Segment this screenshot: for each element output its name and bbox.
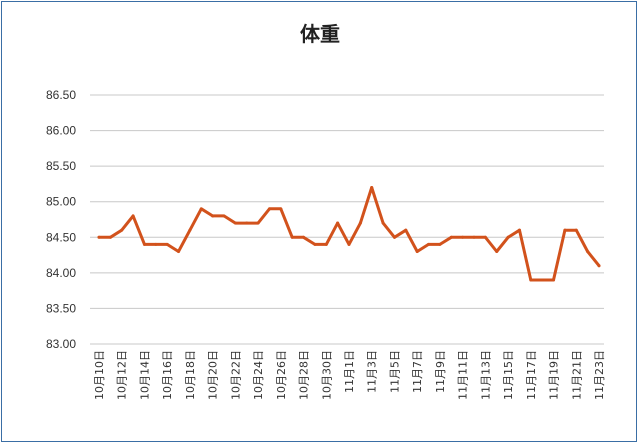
data-point <box>302 235 306 239</box>
data-point <box>233 221 237 225</box>
x-tick-label: 11月5日 <box>388 350 401 393</box>
data-series <box>97 185 601 282</box>
data-point <box>131 214 135 218</box>
data-point <box>177 250 181 254</box>
x-axis-tick-labels: 10月10日 10月12日 10月14日 10月16日 10月18日 10月20日 10月2… <box>93 350 606 400</box>
data-point <box>404 228 408 232</box>
gridlines <box>90 94 604 345</box>
data-point <box>540 278 544 282</box>
data-point <box>586 250 590 254</box>
data-point <box>188 228 192 232</box>
data-point <box>461 235 465 239</box>
data-point <box>370 185 374 189</box>
y-tick-label: 84.00 <box>46 266 76 280</box>
data-point <box>347 242 351 246</box>
data-point <box>97 235 101 239</box>
data-point <box>108 235 112 239</box>
x-tick-label: 11月19日 <box>548 350 561 400</box>
x-tick-label: 10月10日 <box>93 350 106 400</box>
data-point <box>313 242 317 246</box>
data-point <box>438 242 442 246</box>
y-tick-label: 83.00 <box>46 337 76 351</box>
data-point <box>415 250 419 254</box>
data-point <box>120 228 124 232</box>
x-tick-label: 10月22日 <box>229 350 242 400</box>
data-point <box>597 264 601 268</box>
x-tick-label: 11月23日 <box>593 350 606 400</box>
x-tick-label: 11月11日 <box>457 350 470 400</box>
data-point <box>211 214 215 218</box>
data-point <box>245 221 249 225</box>
y-tick-label: 85.50 <box>46 159 76 173</box>
data-point <box>290 235 294 239</box>
data-point <box>279 207 283 211</box>
x-tick-label: 10月30日 <box>320 350 333 400</box>
x-tick-label: 10月20日 <box>207 350 220 400</box>
x-tick-label: 10月28日 <box>298 350 311 400</box>
x-tick-label: 11月7日 <box>411 350 424 393</box>
data-point <box>142 242 146 246</box>
data-point <box>427 242 431 246</box>
y-tick-label: 85.00 <box>46 195 76 209</box>
x-tick-label: 11月15日 <box>502 350 515 400</box>
data-point <box>358 221 362 225</box>
data-point <box>165 242 169 246</box>
chart-title: 体重 <box>300 22 340 46</box>
x-tick-label: 10月12日 <box>116 350 129 400</box>
x-tick-label: 11月9日 <box>434 350 447 393</box>
data-point <box>256 221 260 225</box>
x-tick-label: 11月17日 <box>525 350 538 400</box>
data-point <box>324 242 328 246</box>
y-tick-label: 83.50 <box>46 301 76 315</box>
data-point <box>495 250 499 254</box>
data-point <box>154 242 158 246</box>
data-point <box>563 228 567 232</box>
data-point <box>381 221 385 225</box>
y-tick-label: 86.00 <box>46 124 76 138</box>
data-point <box>483 235 487 239</box>
data-point <box>529 278 533 282</box>
x-tick-label: 10月26日 <box>275 350 288 400</box>
y-tick-label: 84.50 <box>46 230 76 244</box>
data-point <box>472 235 476 239</box>
x-tick-label: 10月16日 <box>161 350 174 400</box>
data-point <box>222 214 226 218</box>
x-tick-label: 11月21日 <box>570 350 583 400</box>
data-point <box>336 221 340 225</box>
data-point <box>552 278 556 282</box>
data-point <box>506 235 510 239</box>
x-tick-label: 11月3日 <box>366 350 379 393</box>
x-tick-label: 10月14日 <box>138 350 151 400</box>
x-tick-label: 11月1日 <box>343 350 356 393</box>
data-point <box>392 235 396 239</box>
y-tick-label: 86.50 <box>46 88 76 102</box>
data-point <box>574 228 578 232</box>
y-axis-tick-labels: 83.00 83.50 84.00 84.50 85.00 85.50 86.00 86.50 <box>46 88 76 351</box>
data-point <box>267 207 271 211</box>
data-point <box>199 207 203 211</box>
x-tick-label: 10月24日 <box>252 350 265 400</box>
data-point <box>449 235 453 239</box>
data-point <box>517 228 521 232</box>
x-tick-label: 10月18日 <box>184 350 197 400</box>
x-tick-label: 11月13日 <box>479 350 492 400</box>
